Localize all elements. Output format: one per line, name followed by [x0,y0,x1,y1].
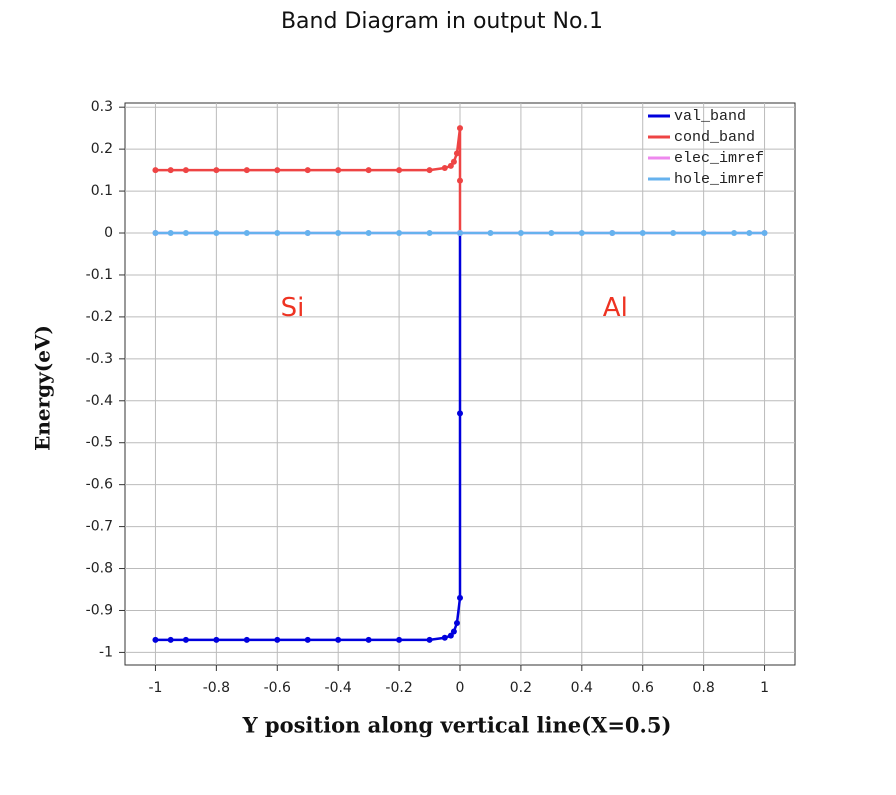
data-point [426,636,433,643]
data-point [457,125,463,132]
data-point [453,620,460,627]
data-point [152,167,159,174]
x-tick-label: 1 [760,680,769,696]
x-tick-label: -0.2 [385,680,412,696]
data-point [335,636,342,643]
y-tick-label: -0.9 [86,602,113,618]
data-point [639,230,646,237]
data-point [335,230,342,237]
data-point [243,167,250,174]
data-point [517,230,524,237]
y-tick-label: 0 [104,225,113,241]
series-line [155,233,462,642]
legend-label: val_band [674,108,746,125]
data-point [578,230,585,237]
x-tick-label: 0.2 [510,680,532,696]
data-point [213,636,220,643]
data-point [304,167,311,174]
legend-label: hole_imref [674,171,764,188]
y-axis-label: Energy(eV) [31,325,55,451]
y-tick-label: -1 [99,644,113,660]
y-tick-label: -0.2 [86,309,113,325]
data-point [213,230,220,237]
data-point [182,636,189,643]
data-point [274,167,281,174]
x-axis-label: Y position along vertical line(X=0.5) [242,713,672,738]
data-point [447,632,454,639]
y-tick-label: 0.3 [91,99,113,115]
data-point [167,167,174,174]
data-point [447,162,454,169]
data-point [457,230,463,237]
x-tick-label: -0.6 [264,680,291,696]
data-point [457,410,463,417]
y-tick-label: -0.3 [86,351,113,367]
x-tick-label: -0.4 [325,680,352,696]
data-point [396,230,403,237]
annotation: Si [281,293,305,323]
data-point [609,230,616,237]
y-tick-label: 0.1 [91,183,113,199]
chart-title: Band Diagram in output No.1 [281,9,603,34]
data-point [335,167,342,174]
y-tick-label: -0.4 [86,393,113,409]
y-tick-label: -0.8 [86,561,113,577]
data-point [274,636,281,643]
data-point [700,230,707,237]
data-point [457,177,463,184]
y-tick-label: 0.2 [91,141,113,157]
data-point [441,634,448,641]
x-tick-label: 0.6 [632,680,654,696]
data-point [487,230,494,237]
data-point [213,167,220,174]
data-point [274,230,281,237]
data-point [243,230,250,237]
data-point [167,636,174,643]
legend-label: elec_imref [674,150,764,167]
data-point [396,167,403,174]
annotation: Al [603,293,628,323]
data-point [243,636,250,643]
x-tick-label: 0.4 [571,680,593,696]
data-point [182,230,189,237]
series-line [155,128,462,234]
data-point [453,150,460,157]
legend-label: cond_band [674,129,755,146]
y-tick-label: -0.7 [86,519,113,535]
data-point [304,636,311,643]
data-point [457,594,463,601]
y-tick-label: -0.5 [86,435,113,451]
x-tick-label: -0.8 [203,680,230,696]
data-point [548,230,555,237]
data-point [304,230,311,237]
y-tick-label: -0.6 [86,477,113,493]
data-point [152,636,159,643]
data-point [426,167,433,174]
data-point [365,167,372,174]
data-point [450,158,457,165]
data-point [167,230,174,237]
x-tick-label: 0 [456,680,465,696]
data-point [761,230,768,237]
data-point [746,230,753,237]
y-tick-label: -0.1 [86,267,113,283]
x-tick-label: 0.8 [693,680,715,696]
data-point [396,636,403,643]
data-point [731,230,738,237]
data-point [426,230,433,237]
data-point [365,230,372,237]
data-point [441,165,448,172]
x-tick-label: -1 [148,680,162,696]
data-point [670,230,677,237]
data-point [152,230,159,237]
data-point [182,167,189,174]
data-point [365,636,372,643]
data-point [450,628,457,635]
